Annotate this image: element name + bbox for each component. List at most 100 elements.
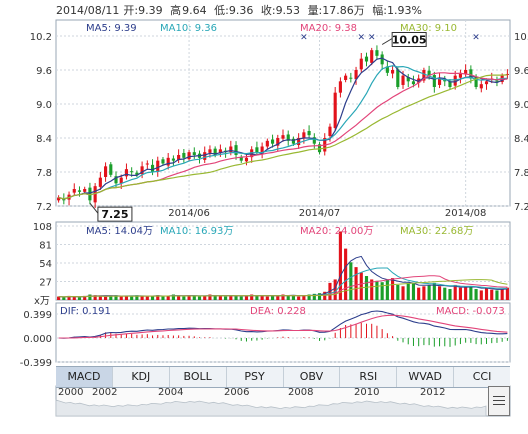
price-ytick-left: 7.2 — [36, 202, 52, 213]
volume-bar — [474, 289, 478, 300]
volume-bar — [375, 280, 379, 300]
volume-bar — [307, 294, 311, 300]
volume-ma-line-30 — [58, 279, 508, 298]
candle-body — [427, 70, 431, 76]
candle-body — [270, 139, 275, 144]
candle-body — [297, 138, 301, 146]
candle-body — [255, 147, 259, 153]
candle-body — [458, 72, 462, 78]
volume-bar — [234, 295, 238, 300]
event-marker: ✕ — [368, 33, 376, 43]
volume-bar — [109, 295, 113, 300]
volume-bar — [72, 296, 76, 300]
event-marker: ✕ — [300, 33, 308, 43]
year-label: 2004 — [158, 387, 184, 398]
volume-bar — [77, 297, 82, 300]
tab-cci[interactable]: CCI — [472, 370, 492, 383]
volume-bar — [197, 296, 202, 300]
volume-bar — [432, 282, 436, 300]
volume-bar — [437, 286, 442, 300]
candle-body — [135, 172, 139, 175]
volume-bar — [145, 296, 149, 300]
candle-body — [312, 137, 316, 144]
macd-ytick: -0.399 — [20, 358, 52, 369]
candle-body — [182, 152, 186, 158]
price-xtick: 2014/07 — [299, 208, 341, 219]
volume-bar — [359, 272, 363, 300]
tab-boll[interactable]: BOLL — [170, 367, 227, 387]
candle-body — [385, 66, 389, 73]
volume-bar — [98, 295, 102, 300]
candle-body — [83, 189, 87, 192]
annotation-leader — [381, 38, 393, 45]
volume-bar — [213, 295, 217, 300]
volume-bar — [427, 284, 431, 300]
tab-macd[interactable]: MACD — [56, 367, 113, 387]
volume-bar — [166, 295, 170, 300]
open-value: 9.39 — [138, 4, 163, 17]
volume-bar — [83, 295, 87, 300]
volume-bar — [323, 291, 327, 300]
macd-legend-item: DIF: 0.191 — [60, 306, 111, 317]
event-marker: ✕ — [472, 33, 480, 43]
price-legend-item: MA20: 9.38 — [300, 23, 357, 34]
candle-body — [150, 164, 155, 172]
candle-body — [140, 166, 144, 175]
annotation-box — [97, 206, 133, 222]
volume-bar — [244, 295, 249, 300]
tab-obv[interactable]: OBV — [284, 367, 341, 387]
volume-bar — [396, 284, 400, 300]
annotation-box — [391, 32, 427, 47]
high-label: 高 — [170, 4, 182, 17]
price-xtick: 2014/06 — [168, 208, 210, 219]
volume-bar — [297, 296, 301, 300]
tab-psy[interactable]: PSY — [227, 367, 284, 387]
candle-body — [307, 130, 311, 136]
tab-rsi[interactable]: RSI — [340, 367, 398, 387]
candle-body — [448, 81, 452, 87]
candle-body — [479, 84, 483, 89]
grip-line — [493, 400, 505, 401]
volume-bar — [239, 296, 243, 300]
annotation-label: 10.05 — [392, 34, 427, 47]
candle-body — [114, 176, 118, 184]
volume-bar — [57, 296, 61, 300]
tab-wvad[interactable]: WVAD — [397, 367, 455, 387]
price-ytick-right: 8.4 — [514, 134, 528, 145]
annotation-label: 7.25 — [101, 208, 128, 221]
candle-body — [77, 190, 82, 192]
candle-body — [124, 169, 129, 177]
price-ytick-right: 9.6 — [514, 66, 528, 77]
volume-bar — [391, 278, 395, 300]
candle-body — [401, 75, 405, 85]
grip-line — [493, 404, 505, 405]
amplitude-label: 幅: — [372, 4, 387, 17]
volume-bar — [385, 279, 389, 300]
high-value: 9.64 — [182, 4, 207, 17]
candle-body — [432, 74, 436, 87]
candle-body — [495, 80, 499, 82]
volume-bar — [349, 262, 353, 300]
timeline-scroll-handle[interactable] — [488, 386, 510, 416]
volume-bar — [484, 287, 489, 300]
volume-bar — [500, 289, 504, 300]
volume-ytick: 27 — [39, 278, 52, 289]
candle-body — [213, 148, 217, 155]
volume-value: 17.86万 — [322, 4, 365, 17]
candle-body — [302, 132, 306, 138]
price-xtick: 2014/08 — [445, 208, 487, 219]
candle-body — [244, 157, 249, 162]
candle-body — [464, 70, 468, 74]
volume-bar — [119, 296, 123, 300]
volume-legend-item: MA20: 24.00万 — [300, 226, 373, 237]
tab-kdj[interactable]: KDJ — [113, 367, 170, 387]
volume-bar — [171, 294, 175, 300]
candle-body — [469, 69, 473, 79]
candle-body — [364, 56, 369, 62]
price-ytick-left: 10.2 — [30, 32, 52, 43]
volume-bar — [255, 295, 259, 300]
volume-bar — [417, 287, 421, 300]
volume-bar — [124, 295, 129, 300]
candle-body — [104, 166, 108, 177]
